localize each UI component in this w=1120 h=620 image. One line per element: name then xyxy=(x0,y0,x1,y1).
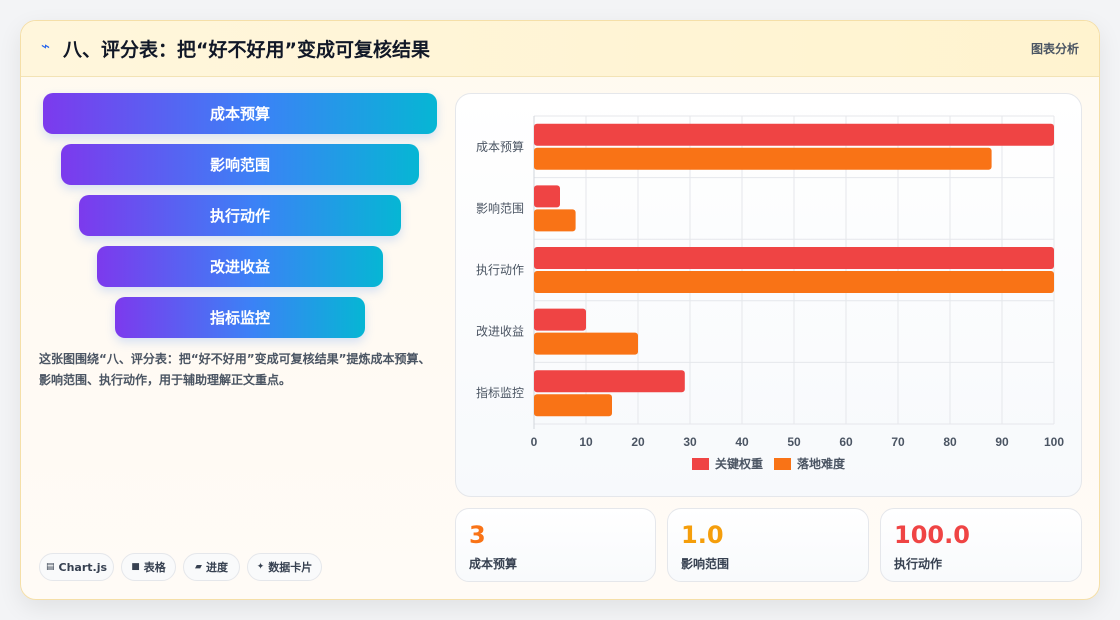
lightning-icon: ⌁ xyxy=(41,37,51,55)
legend-label: 落地难度 xyxy=(797,456,846,471)
bar-difficulty xyxy=(534,332,638,355)
progress-icon: ▰ xyxy=(195,562,202,572)
chart-icon: ▤ xyxy=(45,562,55,572)
stat-label: 影响范围 xyxy=(681,557,730,571)
bar-key-weight xyxy=(534,123,1054,146)
bar-difficulty xyxy=(534,271,1054,293)
bar-key-weight xyxy=(534,185,560,208)
stat-card-1: 3 成本预算 xyxy=(455,508,656,582)
x-tick-label: 100 xyxy=(1044,435,1064,449)
y-tick-label: 影响范围 xyxy=(476,200,524,215)
chip-chartjs[interactable]: ▤ Chart.js xyxy=(39,553,114,581)
x-tick-label: 30 xyxy=(683,435,697,449)
x-tick-label: 70 xyxy=(891,435,905,449)
description: 这张图围绕“八、评分表：把“好不好用”变成可复核结果”提炼成本预算、影响范围、执… xyxy=(39,352,431,387)
x-tick-label: 40 xyxy=(735,435,749,449)
y-tick-label: 改进收益 xyxy=(476,325,524,339)
x-tick-label: 20 xyxy=(631,435,645,449)
bar-key-weight xyxy=(534,370,685,393)
sparkle-icon: ✦ xyxy=(256,562,265,572)
table-icon: ■ xyxy=(131,562,140,572)
bar-chart: 0 10 20 30 40 50 60 70 80 90 100 成本预算影响范围执行动作改进收益指标… xyxy=(476,115,1064,471)
x-tick-label: 0 xyxy=(531,435,538,449)
y-tick-label: 成本预算 xyxy=(476,139,524,154)
stat-card-3: 100.0 执行动作 xyxy=(880,508,1082,582)
y-tick-label: 执行动作 xyxy=(476,263,524,277)
chip-label: 表格 xyxy=(143,561,166,574)
chart-panel: 0 10 20 30 40 50 60 70 80 90 100 成本预算影响范围执行动作改进收益指标… xyxy=(455,93,1082,497)
funnel-item-5: 指标监控 xyxy=(115,297,365,338)
funnel-item-3: 执行动作 xyxy=(79,195,401,236)
chip-table[interactable]: ■ 表格 xyxy=(121,553,176,581)
chip-data-card[interactable]: ✦ 数据卡片 xyxy=(247,553,322,581)
legend-label: 关键权重 xyxy=(715,456,763,471)
stat-label: 成本预算 xyxy=(469,557,518,571)
bar-difficulty xyxy=(534,147,992,170)
main-card: ⌁ 八、评分表：把“好不好用”变成可复核结果 图表分析 成本预算 影响范围 执行… xyxy=(20,20,1100,600)
header: ⌁ 八、评分表：把“好不好用”变成可复核结果 图表分析 xyxy=(21,21,1099,77)
chip-label: Chart.js xyxy=(58,560,108,574)
x-tick-label: 10 xyxy=(579,435,593,449)
chip-label: 进度 xyxy=(205,561,228,574)
x-tick-label: 90 xyxy=(995,435,1009,449)
bar-key-weight xyxy=(534,308,586,331)
bar-difficulty xyxy=(534,394,612,417)
stat-value: 100.0 xyxy=(894,521,970,549)
stat-label: 执行动作 xyxy=(894,557,943,571)
stat-value: 1.0 xyxy=(681,521,724,549)
header-tag: 图表分析 xyxy=(1030,42,1079,56)
x-tick-label: 50 xyxy=(787,435,801,449)
bar-difficulty xyxy=(534,209,576,232)
chip-label: 数据卡片 xyxy=(268,561,313,574)
y-tick-label: 指标监控 xyxy=(476,385,524,400)
page-title: 八、评分表：把“好不好用”变成可复核结果 xyxy=(63,39,430,61)
stat-card-2: 1.0 影响范围 xyxy=(667,508,869,582)
funnel-item-1: 成本预算 xyxy=(43,93,437,134)
legend-swatch xyxy=(774,458,791,470)
chip-progress[interactable]: ▰ 进度 xyxy=(183,553,240,581)
funnel-item-4: 改进收益 xyxy=(97,246,383,287)
x-tick-label: 60 xyxy=(839,435,853,449)
legend-swatch xyxy=(692,458,709,470)
stat-value: 3 xyxy=(469,521,486,549)
funnel-item-2: 影响范围 xyxy=(61,144,419,185)
x-tick-label: 80 xyxy=(943,435,957,449)
bar-key-weight xyxy=(534,247,1054,269)
